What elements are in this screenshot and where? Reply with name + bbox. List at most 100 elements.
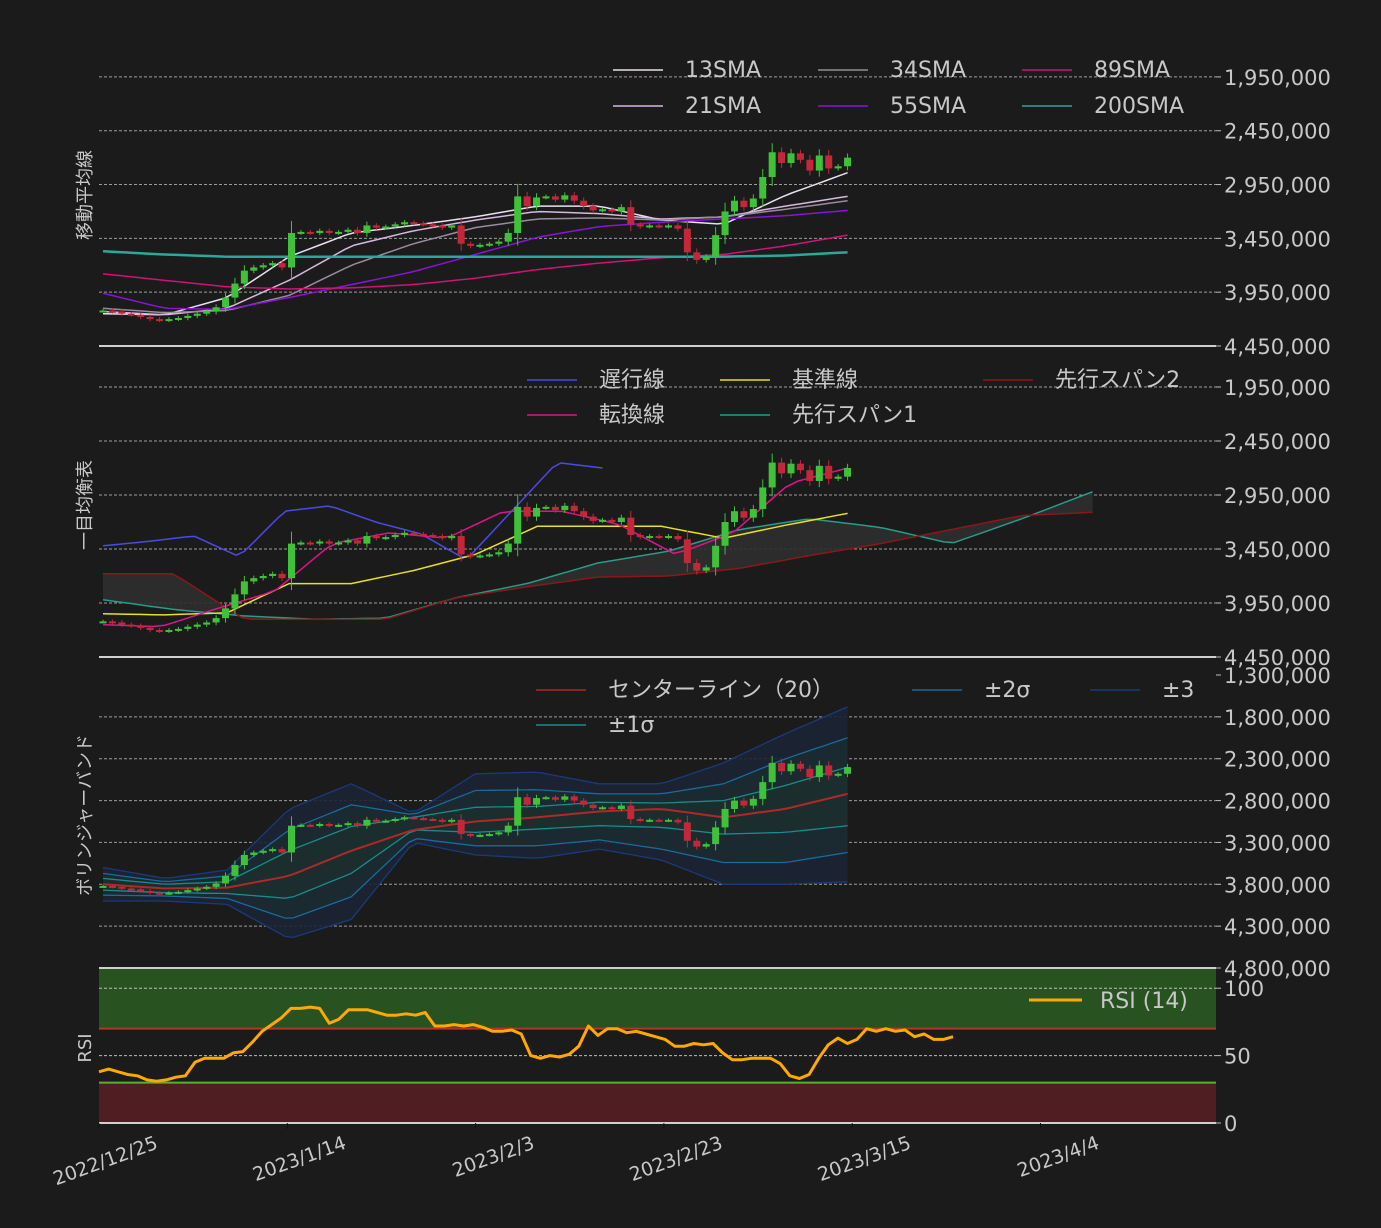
candle-down bbox=[806, 470, 814, 481]
candle-down bbox=[740, 200, 748, 208]
candle-up bbox=[316, 541, 324, 544]
candle-down bbox=[146, 890, 154, 893]
candle-up bbox=[768, 152, 776, 178]
candle-up bbox=[495, 241, 503, 244]
candle-down bbox=[108, 310, 116, 313]
y-tick-label: 3,950,000 bbox=[1224, 592, 1331, 616]
candle-down bbox=[419, 818, 427, 821]
legend-label: 遅行線 bbox=[599, 368, 665, 393]
candle-up bbox=[316, 230, 324, 233]
candle-down bbox=[655, 225, 663, 228]
candle-up bbox=[363, 819, 371, 826]
candle-up bbox=[240, 581, 248, 595]
band-upper bbox=[102, 737, 848, 883]
legend-label: 89SMA bbox=[1094, 58, 1170, 83]
candle-down bbox=[580, 511, 588, 517]
candle-up bbox=[250, 852, 258, 855]
candle-down bbox=[306, 542, 314, 545]
rsi-y-axis: 100 50 0 bbox=[1216, 977, 1264, 1136]
candle-up bbox=[787, 763, 795, 772]
y-tick-label: 2,950,000 bbox=[1224, 174, 1331, 198]
legend-label: 55SMA bbox=[890, 94, 966, 119]
ichimoku-y-label: 一目均衡表 bbox=[75, 460, 96, 550]
candle-down bbox=[551, 196, 559, 200]
y-tick-label: 50 bbox=[1224, 1045, 1251, 1069]
candle-up bbox=[222, 608, 230, 619]
candle-up bbox=[759, 782, 767, 799]
candle-down bbox=[636, 818, 644, 821]
sma-line-200SMA bbox=[102, 250, 848, 258]
x-tick-label: 2023/2/23 bbox=[627, 1132, 726, 1186]
candle-down bbox=[410, 222, 418, 225]
candle-up bbox=[193, 624, 201, 627]
candle-down bbox=[740, 800, 748, 806]
candle-down bbox=[523, 196, 531, 207]
candle-up bbox=[514, 506, 522, 544]
candle-up bbox=[165, 630, 173, 632]
candle-up bbox=[212, 307, 220, 312]
candle-up bbox=[730, 200, 738, 212]
legend-label: 34SMA bbox=[890, 58, 966, 83]
candle-down bbox=[429, 224, 437, 227]
bollinger-y-label: ボリンジャーバンド bbox=[75, 734, 96, 896]
candle-up bbox=[335, 542, 343, 545]
candle-up bbox=[297, 542, 305, 545]
candle-up bbox=[269, 573, 277, 576]
candle-up bbox=[269, 849, 277, 852]
bollinger-legend: センターライン（20） ±2σ ±3 ±1σ bbox=[536, 678, 1194, 738]
y-tick-label: 4,800,000 bbox=[1224, 957, 1331, 981]
y-tick-label: 3,450,000 bbox=[1224, 227, 1331, 251]
candle-up bbox=[174, 628, 182, 631]
candle-down bbox=[467, 243, 475, 246]
bollinger-y-axis: 4,800,000 4,300,000 3,800,000 3,300,000 2,80… bbox=[1216, 664, 1331, 981]
candle-up bbox=[542, 506, 550, 509]
candle-down bbox=[467, 554, 475, 557]
candle-down bbox=[457, 819, 465, 835]
x-tick-label: 2023/3/15 bbox=[815, 1132, 914, 1186]
candle-up bbox=[485, 554, 493, 557]
ichimoku-gridlines bbox=[99, 386, 1216, 604]
candle-up bbox=[203, 886, 211, 889]
candle-up bbox=[665, 536, 672, 539]
candle-down bbox=[608, 519, 616, 522]
rsi-overbought-zone bbox=[99, 968, 1216, 1029]
y-tick-label: 2,950,000 bbox=[1224, 484, 1331, 508]
candle-up bbox=[485, 243, 493, 246]
senkou-span1-line bbox=[102, 491, 1093, 620]
candle-up bbox=[240, 854, 248, 866]
bollinger-plot-area bbox=[99, 706, 852, 939]
candle-up bbox=[485, 834, 493, 837]
candle-up bbox=[476, 834, 484, 837]
candle-down bbox=[306, 231, 314, 234]
candle-up bbox=[533, 197, 541, 207]
y-tick-label: 3,450,000 bbox=[1224, 538, 1331, 562]
candle-up bbox=[504, 825, 512, 833]
candle-up bbox=[834, 166, 842, 169]
legend-label: 先行スパン2 bbox=[1055, 368, 1180, 393]
ichimoku-panel: 4,450,000 3,950,000 3,450,000 2,950,000 2,45… bbox=[75, 368, 1331, 670]
candle-up bbox=[617, 517, 625, 522]
rsi-legend: RSI (14) bbox=[1029, 989, 1188, 1014]
y-tick-label: 0 bbox=[1224, 1112, 1237, 1136]
y-tick-label: 1,950,000 bbox=[1224, 376, 1331, 400]
candle-up bbox=[759, 177, 767, 199]
candle-up bbox=[344, 540, 352, 543]
candle-up bbox=[184, 626, 192, 629]
sma-y-axis: 4,450,000 3,950,000 3,450,000 2,950,000 2,45… bbox=[1216, 66, 1331, 359]
candle-down bbox=[372, 819, 380, 822]
candle-down bbox=[674, 536, 682, 540]
y-tick-label: 2,300,000 bbox=[1224, 748, 1331, 772]
candle-down bbox=[457, 536, 465, 555]
candle-down bbox=[740, 511, 748, 518]
ichimoku-y-axis: 4,450,000 3,950,000 3,450,000 2,950,000 2,45… bbox=[1216, 376, 1331, 670]
candle-up bbox=[834, 773, 842, 776]
candle-down bbox=[146, 627, 154, 630]
candle-up bbox=[749, 198, 757, 208]
candle-up bbox=[448, 225, 456, 228]
candle-down bbox=[278, 849, 286, 853]
candle-up bbox=[542, 797, 550, 800]
candle-up bbox=[844, 157, 852, 167]
candle-up bbox=[759, 487, 767, 510]
candle-down bbox=[457, 225, 465, 244]
legend-label: 先行スパン1 bbox=[792, 403, 917, 428]
